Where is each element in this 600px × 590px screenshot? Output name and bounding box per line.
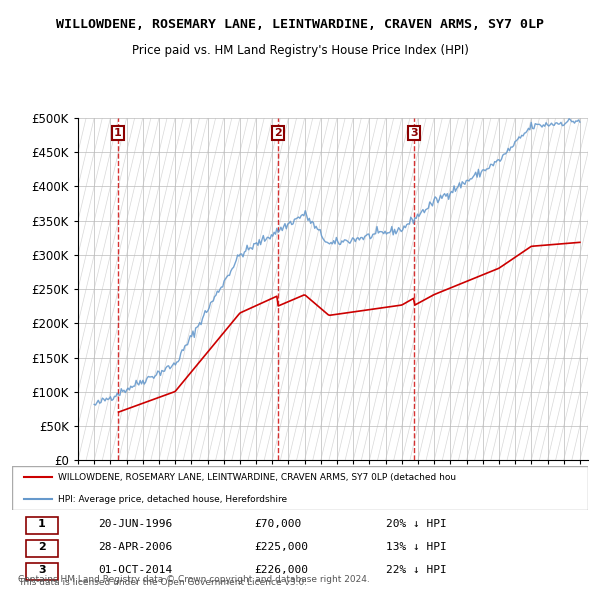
Text: 3: 3 bbox=[410, 128, 418, 138]
FancyBboxPatch shape bbox=[26, 517, 58, 534]
Text: 1: 1 bbox=[38, 519, 46, 529]
Text: Price paid vs. HM Land Registry's House Price Index (HPI): Price paid vs. HM Land Registry's House … bbox=[131, 44, 469, 57]
FancyBboxPatch shape bbox=[12, 466, 588, 510]
Text: 2: 2 bbox=[38, 542, 46, 552]
Text: 20-JUN-1996: 20-JUN-1996 bbox=[98, 519, 173, 529]
Text: WILLOWDENE, ROSEMARY LANE, LEINTWARDINE, CRAVEN ARMS, SY7 0LP: WILLOWDENE, ROSEMARY LANE, LEINTWARDINE,… bbox=[56, 18, 544, 31]
Text: WILLOWDENE, ROSEMARY LANE, LEINTWARDINE, CRAVEN ARMS, SY7 0LP (detached hou: WILLOWDENE, ROSEMARY LANE, LEINTWARDINE,… bbox=[58, 473, 456, 481]
Text: 13% ↓ HPI: 13% ↓ HPI bbox=[386, 542, 447, 552]
Text: This data is licensed under the Open Government Licence v3.0.: This data is licensed under the Open Gov… bbox=[18, 578, 307, 587]
Text: 01-OCT-2014: 01-OCT-2014 bbox=[98, 565, 173, 575]
Text: £226,000: £226,000 bbox=[254, 565, 308, 575]
Text: £225,000: £225,000 bbox=[254, 542, 308, 552]
Text: Contains HM Land Registry data © Crown copyright and database right 2024.: Contains HM Land Registry data © Crown c… bbox=[18, 575, 370, 584]
Text: 22% ↓ HPI: 22% ↓ HPI bbox=[386, 565, 447, 575]
Text: 28-APR-2006: 28-APR-2006 bbox=[98, 542, 173, 552]
Text: HPI: Average price, detached house, Herefordshire: HPI: Average price, detached house, Here… bbox=[58, 495, 287, 504]
Text: 2: 2 bbox=[274, 128, 281, 138]
Text: 3: 3 bbox=[38, 565, 46, 575]
Text: 20% ↓ HPI: 20% ↓ HPI bbox=[386, 519, 447, 529]
Text: 1: 1 bbox=[114, 128, 122, 138]
FancyBboxPatch shape bbox=[26, 563, 58, 580]
FancyBboxPatch shape bbox=[26, 540, 58, 557]
Text: £70,000: £70,000 bbox=[254, 519, 301, 529]
